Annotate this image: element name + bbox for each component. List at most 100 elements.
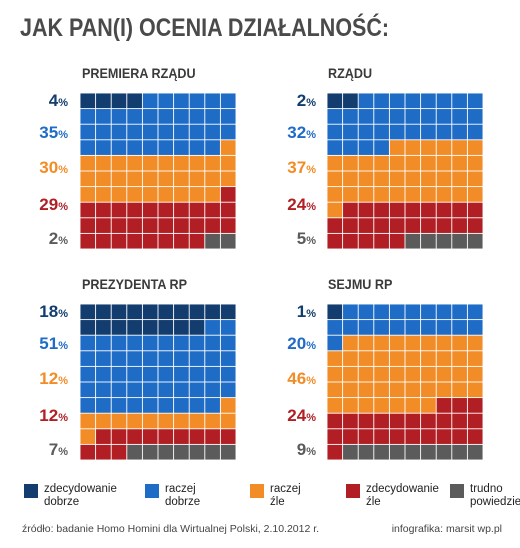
waffle-cell — [205, 429, 220, 444]
waffle-cell — [467, 413, 483, 429]
waffle-cell — [389, 109, 405, 124]
waffle-cell — [142, 171, 158, 187]
waffle-cell — [142, 429, 158, 444]
data-label-value: 30 — [39, 158, 59, 177]
legend-label-line: trudno — [470, 483, 503, 495]
waffle-cell — [189, 155, 205, 171]
waffle-cell — [205, 140, 220, 155]
waffle-cell — [405, 202, 421, 218]
waffle-cell — [421, 140, 436, 155]
waffle-cell — [327, 320, 343, 335]
waffle-cell — [220, 109, 236, 124]
waffle-cell — [205, 366, 220, 382]
waffle-cell — [358, 413, 374, 429]
waffle-cell — [389, 218, 405, 233]
waffle-cell — [220, 140, 236, 155]
waffle-cell — [374, 171, 389, 187]
waffle-cell — [374, 351, 389, 366]
waffle-cell — [96, 351, 111, 366]
waffle-cell — [174, 124, 189, 140]
percent-sign: % — [58, 308, 68, 320]
waffle-cell — [358, 304, 374, 320]
waffle-cell — [205, 398, 220, 413]
waffle-cell — [220, 444, 236, 460]
waffle-cell — [389, 444, 405, 460]
data-label: 29% — [18, 195, 68, 215]
data-label-value: 5 — [296, 229, 307, 248]
waffle-cell — [189, 366, 205, 382]
waffle-cell — [358, 233, 374, 249]
waffle-cell — [405, 429, 421, 444]
waffle-cell — [405, 233, 421, 249]
waffle-cell — [389, 124, 405, 140]
waffle-cell — [205, 351, 220, 366]
waffle-cell — [96, 429, 111, 444]
waffle-cell — [436, 398, 452, 413]
waffle-cell — [389, 155, 405, 171]
data-label-value: 35 — [39, 123, 59, 142]
waffle-cell — [220, 366, 236, 382]
waffle-cell — [343, 398, 358, 413]
waffle-cell — [421, 218, 436, 233]
waffle-cell — [158, 93, 174, 109]
waffle-cell — [158, 171, 174, 187]
waffle-cell — [436, 366, 452, 382]
waffle-cell — [358, 351, 374, 366]
waffle-cell — [174, 382, 189, 398]
waffle-cell — [111, 444, 127, 460]
waffle-cell — [374, 304, 389, 320]
data-label: 18% — [18, 302, 68, 322]
waffle-cell — [389, 233, 405, 249]
waffle-cell — [142, 366, 158, 382]
waffle-cell — [189, 382, 205, 398]
waffle-cell — [389, 171, 405, 187]
waffle-cell — [80, 444, 96, 460]
data-label: 32% — [266, 123, 316, 143]
waffle-cell — [96, 140, 111, 155]
waffle-cell — [405, 444, 421, 460]
legend-swatch — [250, 484, 264, 498]
waffle-cell — [421, 124, 436, 140]
waffle-cell — [205, 187, 220, 202]
waffle-cell — [405, 366, 421, 382]
waffle-cell — [174, 304, 189, 320]
waffle-cell — [205, 335, 220, 351]
waffle-cell — [436, 171, 452, 187]
waffle-cell — [452, 398, 467, 413]
waffle-cell — [127, 382, 142, 398]
data-label-value: 46 — [287, 369, 307, 388]
waffle-cell — [189, 202, 205, 218]
waffle-cell — [452, 320, 467, 335]
waffle-cell — [389, 304, 405, 320]
waffle-cell — [174, 171, 189, 187]
waffle-cell — [343, 444, 358, 460]
waffle-cell — [205, 444, 220, 460]
waffle-cell — [374, 335, 389, 351]
percent-sign: % — [306, 412, 316, 424]
waffle-cell — [142, 233, 158, 249]
waffle-cell — [327, 93, 343, 109]
percent-sign: % — [306, 164, 316, 176]
waffle-cell — [405, 124, 421, 140]
waffle-cell — [374, 202, 389, 218]
waffle-cell — [389, 429, 405, 444]
waffle-cell — [389, 351, 405, 366]
waffle-cell — [467, 320, 483, 335]
chart-title: PREMIERA RZĄDU — [82, 65, 196, 81]
waffle-cell — [405, 335, 421, 351]
waffle-cell — [343, 351, 358, 366]
waffle-cell — [220, 93, 236, 109]
waffle-cell — [358, 382, 374, 398]
waffle-cell — [452, 171, 467, 187]
waffle-cell — [189, 187, 205, 202]
waffle-cell — [343, 320, 358, 335]
waffle-cell — [327, 233, 343, 249]
waffle-cell — [374, 93, 389, 109]
waffle-cell — [174, 93, 189, 109]
waffle-cell — [189, 429, 205, 444]
waffle-cell — [358, 444, 374, 460]
waffle-cell — [111, 233, 127, 249]
waffle-cell — [127, 218, 142, 233]
waffle-cell — [158, 366, 174, 382]
waffle-cell — [127, 124, 142, 140]
